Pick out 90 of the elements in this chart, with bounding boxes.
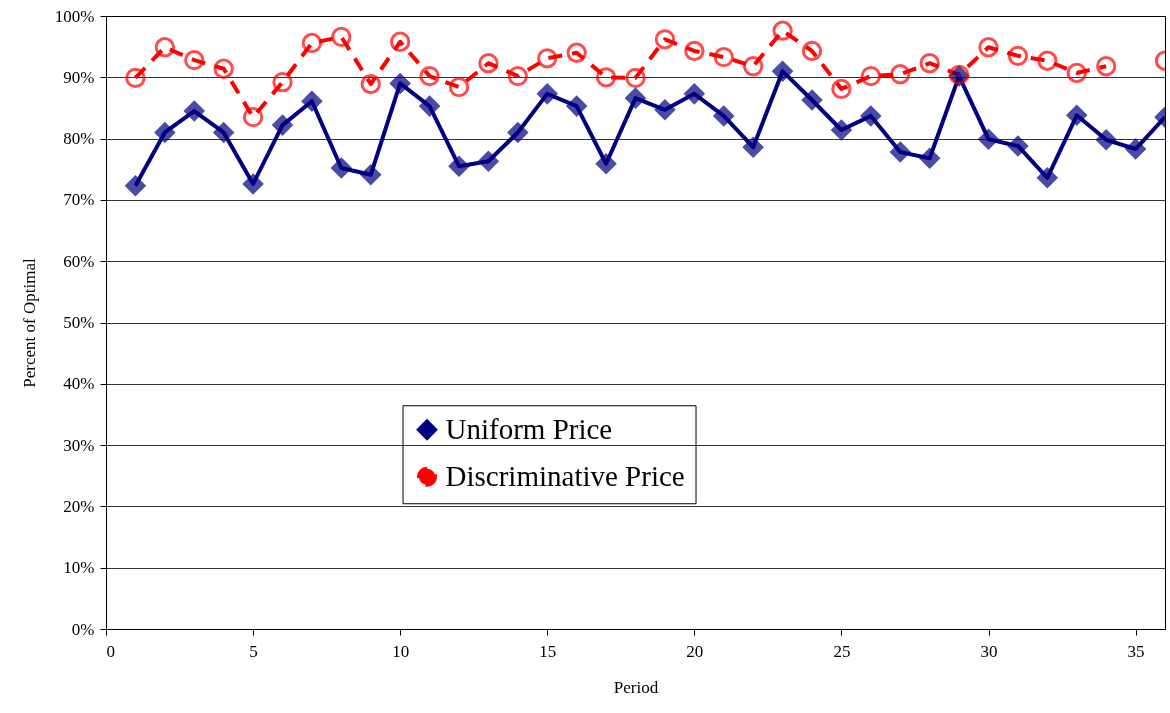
x-tick-label: 30 bbox=[980, 641, 998, 661]
y-tick-label: 10% bbox=[63, 558, 95, 578]
point bbox=[1096, 56, 1117, 77]
x-tick-label: 20 bbox=[686, 641, 704, 661]
point bbox=[801, 89, 823, 111]
point bbox=[801, 40, 823, 62]
y-tick-label: 90% bbox=[63, 67, 95, 87]
x-tick-label: 35 bbox=[1127, 641, 1145, 661]
x-tick-label: 25 bbox=[833, 641, 851, 661]
point bbox=[478, 53, 499, 74]
point bbox=[1066, 62, 1087, 84]
point bbox=[360, 73, 381, 95]
point bbox=[184, 49, 205, 71]
point bbox=[213, 58, 234, 79]
point bbox=[743, 137, 764, 158]
point bbox=[831, 119, 852, 141]
point bbox=[331, 157, 352, 179]
point bbox=[860, 105, 881, 127]
x-tick-label: 15 bbox=[539, 641, 557, 661]
point bbox=[419, 65, 440, 87]
point bbox=[360, 164, 381, 185]
y-tick-label: 40% bbox=[63, 374, 95, 394]
point bbox=[301, 91, 323, 112]
y-tick-label: 100% bbox=[54, 6, 95, 26]
point bbox=[537, 48, 558, 69]
y-tick-label: 80% bbox=[63, 129, 95, 149]
point bbox=[331, 26, 352, 47]
point bbox=[684, 83, 705, 105]
y-tick-label: 70% bbox=[63, 190, 95, 210]
point bbox=[978, 129, 999, 150]
point bbox=[272, 114, 293, 136]
point bbox=[448, 156, 470, 177]
point bbox=[595, 153, 617, 174]
point bbox=[566, 42, 587, 63]
legend-label: Discriminative Price bbox=[445, 459, 685, 492]
point bbox=[125, 175, 146, 196]
point bbox=[1007, 45, 1029, 66]
point bbox=[537, 83, 558, 105]
point bbox=[1037, 50, 1058, 71]
y-tick-label: 50% bbox=[63, 313, 95, 332]
point bbox=[184, 100, 205, 122]
point bbox=[919, 148, 940, 169]
x-tick-label: 0 bbox=[106, 641, 115, 661]
point bbox=[978, 37, 999, 58]
point bbox=[242, 173, 264, 195]
point bbox=[684, 40, 705, 62]
point bbox=[713, 46, 734, 68]
point bbox=[625, 67, 646, 89]
legend-label: Uniform Price bbox=[445, 412, 613, 445]
point bbox=[890, 64, 911, 85]
point bbox=[478, 151, 499, 172]
x-tick-label: 10 bbox=[392, 641, 410, 661]
point bbox=[831, 78, 852, 100]
x-axis-title: Period bbox=[613, 677, 659, 697]
point bbox=[419, 95, 440, 117]
point bbox=[743, 56, 764, 77]
point bbox=[595, 67, 617, 88]
point bbox=[625, 87, 646, 109]
point bbox=[301, 32, 323, 54]
y-tick-label: 20% bbox=[63, 496, 95, 516]
point bbox=[125, 67, 146, 89]
point bbox=[390, 73, 411, 94]
y-axis-title: Percent of Optimal bbox=[19, 258, 39, 388]
point bbox=[242, 107, 264, 128]
point bbox=[390, 31, 411, 52]
point bbox=[154, 122, 175, 143]
y-tick-label: 30% bbox=[63, 435, 95, 455]
point bbox=[890, 141, 911, 163]
point bbox=[713, 105, 734, 127]
point bbox=[1066, 105, 1087, 126]
point bbox=[1037, 167, 1058, 188]
point bbox=[772, 20, 793, 41]
y-tick-label: 0% bbox=[71, 619, 95, 639]
point bbox=[654, 99, 676, 120]
point bbox=[507, 122, 528, 143]
point bbox=[860, 65, 881, 87]
point bbox=[272, 72, 293, 93]
point bbox=[507, 65, 528, 87]
point bbox=[919, 53, 940, 74]
point bbox=[654, 29, 676, 50]
point bbox=[448, 76, 470, 98]
point bbox=[1125, 138, 1146, 160]
point bbox=[154, 37, 175, 58]
point bbox=[213, 122, 234, 143]
x-tick-label: 5 bbox=[249, 641, 258, 661]
point bbox=[772, 61, 793, 82]
point bbox=[1096, 129, 1117, 150]
point bbox=[566, 95, 587, 117]
point bbox=[1007, 135, 1029, 157]
y-tick-label: 60% bbox=[63, 251, 95, 271]
